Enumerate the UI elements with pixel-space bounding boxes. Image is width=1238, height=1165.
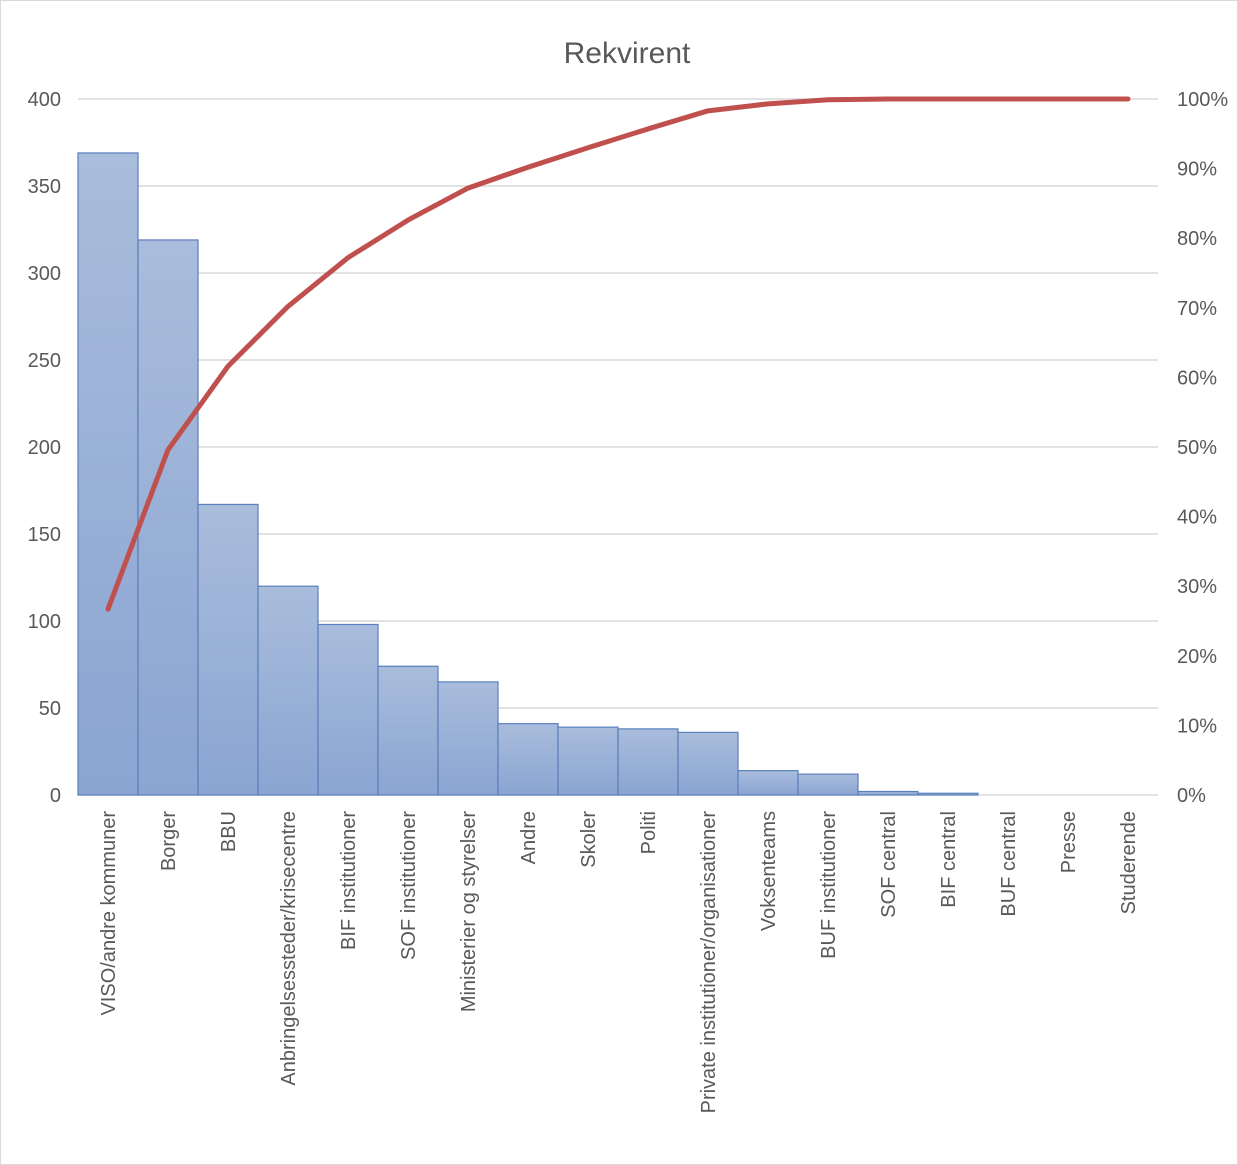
bar bbox=[257, 585, 319, 796]
left-tick-label: 0 bbox=[50, 785, 61, 807]
bar bbox=[857, 790, 919, 796]
left-tick-label: 100 bbox=[28, 611, 61, 633]
bar bbox=[497, 723, 559, 796]
category-label: Presse bbox=[1058, 811, 1080, 873]
cumulative-line bbox=[105, 96, 1131, 612]
right-tick-label: 40% bbox=[1177, 507, 1217, 529]
bar bbox=[317, 623, 379, 796]
right-tick-label: 80% bbox=[1177, 228, 1217, 250]
category-label: Skoler bbox=[578, 811, 600, 868]
right-y-axis: 0% 10% 20% 30% 40% 50% 60% 70% 80% 90% 100% bbox=[1177, 89, 1228, 807]
category-label: BUF institutioner bbox=[818, 811, 840, 959]
category-label: Anbringelsessteder/krisecentre bbox=[278, 811, 300, 1086]
bar bbox=[557, 726, 619, 796]
right-tick-label: 90% bbox=[1177, 159, 1217, 181]
left-tick-label: 200 bbox=[28, 437, 61, 459]
left-tick-label: 300 bbox=[28, 263, 61, 285]
category-label: Studerende bbox=[1118, 811, 1140, 914]
bar-series bbox=[77, 152, 979, 796]
category-label: SOF central bbox=[878, 811, 900, 918]
right-tick-label: 10% bbox=[1177, 715, 1217, 737]
bar bbox=[77, 152, 139, 796]
left-tick-label: 350 bbox=[28, 176, 61, 198]
chart-title: Rekvirent bbox=[564, 37, 691, 70]
cumulative-line-series bbox=[105, 96, 1131, 612]
right-tick-label: 50% bbox=[1177, 437, 1217, 459]
bar bbox=[437, 681, 499, 796]
bar bbox=[197, 503, 259, 796]
x-axis: VISO/andre kommuner Borger BBU Anbringelses… bbox=[98, 811, 1140, 1114]
left-tick-label: 150 bbox=[28, 524, 61, 546]
category-label: Voksenteams bbox=[758, 811, 780, 931]
category-label: Politi bbox=[638, 811, 660, 854]
category-label: BIF central bbox=[938, 811, 960, 908]
category-label: BUF central bbox=[998, 811, 1020, 917]
left-tick-label: 400 bbox=[28, 89, 61, 111]
right-tick-label: 30% bbox=[1177, 576, 1217, 598]
right-tick-label: 100% bbox=[1177, 89, 1228, 111]
left-y-axis: 0 50 100 150 200 250 300 350 400 bbox=[28, 89, 61, 807]
category-label: BIF institutioner bbox=[338, 811, 360, 950]
left-tick-label: 250 bbox=[28, 350, 61, 372]
right-tick-label: 60% bbox=[1177, 367, 1217, 389]
category-label: Borger bbox=[158, 811, 180, 871]
category-label: Private institutioner/organisationer bbox=[698, 811, 720, 1114]
bar bbox=[797, 773, 859, 796]
right-tick-label: 70% bbox=[1177, 298, 1217, 320]
bar bbox=[377, 665, 439, 796]
bar bbox=[137, 239, 199, 796]
bar bbox=[917, 792, 979, 796]
bar bbox=[617, 728, 679, 796]
category-label: BBU bbox=[218, 811, 240, 852]
bar bbox=[737, 770, 799, 796]
category-label: Andre bbox=[518, 811, 540, 864]
right-tick-label: 0% bbox=[1177, 785, 1206, 807]
category-label: Ministerier og styrelser bbox=[458, 811, 480, 1013]
bar bbox=[677, 731, 739, 796]
category-label: VISO/andre kommuner bbox=[98, 811, 120, 1016]
left-tick-label: 50 bbox=[39, 698, 61, 720]
right-tick-label: 20% bbox=[1177, 646, 1217, 668]
category-label: SOF institutioner bbox=[398, 811, 420, 960]
